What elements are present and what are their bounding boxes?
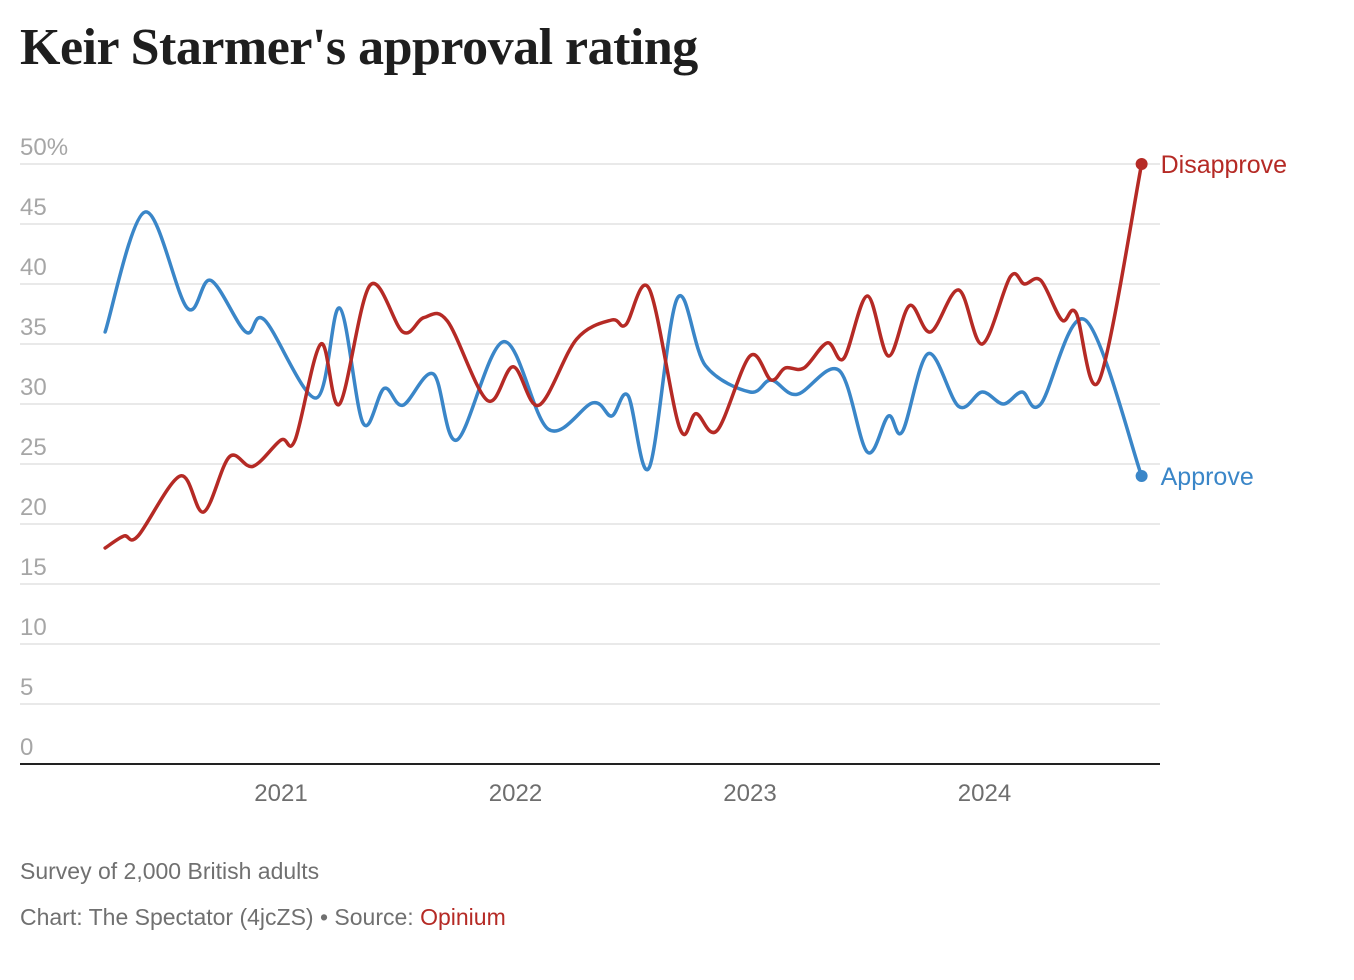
y-tick-label: 30 (20, 374, 47, 401)
disapprove-end-marker (1135, 158, 1148, 170)
approve-line (103, 210, 1144, 478)
source-label: Source: (334, 904, 414, 930)
line-chart: 0 5 10 15 20 25 30 35 40 45 50% 2021 2022 2023 2024 A… (20, 134, 1287, 807)
y-tick-label: 25 (20, 434, 47, 461)
x-tick-label: 2024 (958, 780, 1011, 807)
chart-credit: Chart: The Spectator (4jcZS) • Source: O… (20, 904, 506, 931)
credit-separator: • (319, 904, 329, 930)
series-lines (103, 162, 1144, 550)
gridlines (20, 163, 1160, 705)
credit-text: Chart: The Spectator (4jcZS) (20, 904, 314, 930)
chart-title: Keir Starmer's approval rating (20, 19, 698, 76)
disapprove-line (103, 162, 1144, 550)
y-axis-ticks: 0 5 10 15 20 25 30 35 40 45 50% (20, 134, 68, 761)
y-tick-label: 0 (20, 734, 33, 761)
y-tick-label: 45 (20, 194, 47, 221)
x-tick-label: 2021 (254, 780, 307, 807)
x-axis-ticks: 2021 2022 2023 2024 (254, 780, 1011, 807)
x-tick-label: 2022 (489, 780, 542, 807)
source-link[interactable]: Opinium (420, 904, 506, 930)
y-tick-label: 40 (20, 254, 47, 281)
series-end-labels: Approve Disapprove (1135, 151, 1287, 491)
x-tick-label: 2023 (723, 780, 776, 807)
y-tick-label: 5 (20, 674, 33, 701)
y-tick-label: 35 (20, 314, 47, 341)
y-tick-label: 15 (20, 554, 47, 581)
y-tick-label: 20 (20, 494, 47, 521)
disapprove-label: Disapprove (1161, 151, 1287, 179)
y-tick-label: 50% (20, 134, 68, 161)
approve-label: Approve (1161, 463, 1254, 491)
chart-note: Survey of 2,000 British adults (20, 858, 320, 884)
y-tick-label: 10 (20, 614, 47, 641)
approve-end-marker (1135, 470, 1148, 482)
